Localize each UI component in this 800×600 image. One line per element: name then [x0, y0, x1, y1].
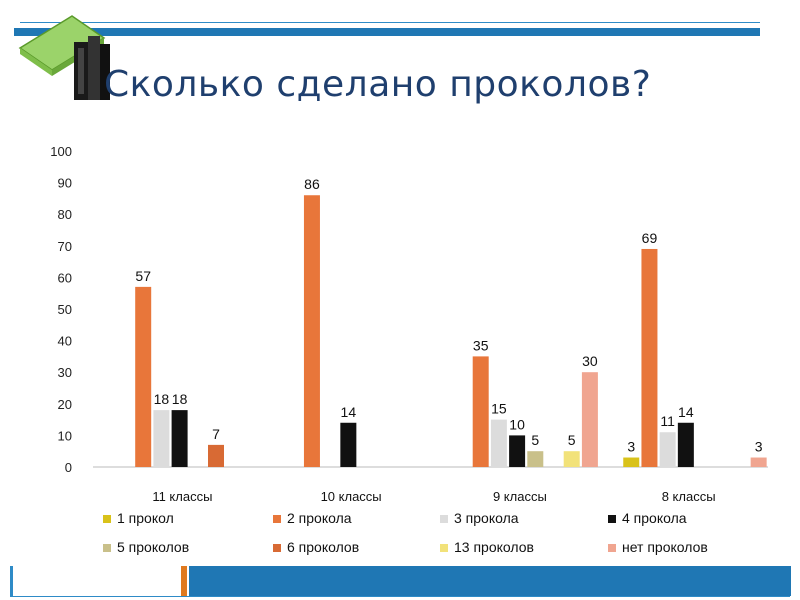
bottom-accent-bar [189, 566, 791, 596]
legend-swatch [440, 544, 448, 552]
data-label: 57 [135, 268, 151, 284]
data-label: 11 [660, 413, 675, 429]
y-tick-label: 100 [50, 144, 72, 159]
bar-5-3 [527, 451, 544, 467]
bottom-accent-line [10, 596, 790, 597]
legend-swatch [273, 515, 281, 523]
data-label: 18 [154, 391, 170, 407]
legend-swatch [273, 544, 281, 552]
y-tick-label: 80 [58, 207, 72, 222]
data-label: 14 [341, 404, 357, 420]
x-category-label: 10 классы [321, 489, 382, 504]
x-category-label: 8 классы [662, 489, 716, 504]
data-label: 3 [755, 439, 763, 455]
bottom-accent-thin [10, 566, 13, 596]
bar-3-4 [659, 432, 676, 467]
data-label: 5 [531, 432, 539, 448]
bar-4-2 [340, 422, 357, 467]
bottom-accent-orange [181, 566, 187, 596]
legend-label: 6 проколов [287, 539, 359, 555]
legend-label: 4 прокола [622, 510, 687, 526]
top-accent-line [20, 22, 760, 23]
legend-swatch [103, 544, 111, 552]
legend-label: 1 прокол [117, 510, 174, 526]
legend-label: 13 проколов [454, 539, 534, 555]
y-tick-label: 60 [58, 270, 72, 285]
y-tick-label: 30 [58, 365, 72, 380]
data-label: 10 [509, 416, 525, 432]
legend-swatch [608, 544, 616, 552]
bar-7-3 [563, 451, 580, 467]
top-accent-bar [14, 28, 760, 36]
bar-6-1 [208, 444, 224, 467]
data-label: 18 [172, 391, 188, 407]
bar-3-1 [153, 410, 170, 467]
data-label: 30 [582, 353, 598, 369]
bar-2-1 [135, 286, 152, 467]
y-tick-label: 50 [58, 302, 72, 317]
legend-label: нет проколов [622, 539, 708, 555]
y-tick-label: 40 [58, 334, 72, 349]
bar-4-1 [171, 410, 188, 467]
legend-label: 3 прокола [454, 510, 519, 526]
legend-label: 2 прокола [287, 510, 352, 526]
x-category-label: 9 классы [493, 489, 547, 504]
bar-1-4 [623, 457, 640, 467]
data-label: 69 [642, 230, 658, 246]
data-label: 3 [627, 439, 635, 455]
data-label: 15 [491, 401, 507, 417]
bar-4-4 [677, 422, 694, 467]
bar-2-3 [472, 356, 489, 467]
data-label: 7 [212, 426, 220, 442]
data-label: 5 [568, 432, 576, 448]
legend-swatch [103, 515, 111, 523]
y-tick-label: 0 [65, 460, 72, 475]
y-tick-label: 10 [58, 428, 72, 443]
data-label: 86 [304, 176, 320, 192]
data-label: 35 [473, 337, 489, 353]
data-label: 14 [678, 404, 694, 420]
bar-3-3 [490, 419, 507, 467]
slide-title: Сколько сделано проколов? [104, 64, 652, 105]
x-category-label: 11 классы [152, 489, 212, 504]
bar-2-2 [303, 195, 320, 468]
y-tick-label: 90 [58, 176, 72, 191]
bar-8-4 [750, 457, 767, 467]
bar-4-3 [509, 435, 526, 467]
books-logo-icon [18, 15, 110, 100]
legend-swatch [440, 515, 448, 523]
bar-8-3 [581, 372, 598, 467]
legend-label: 5 проколов [117, 539, 189, 555]
legend-swatch [608, 515, 616, 523]
y-tick-label: 20 [58, 397, 72, 412]
y-tick-label: 70 [58, 239, 72, 254]
bar-2-4 [641, 248, 658, 467]
